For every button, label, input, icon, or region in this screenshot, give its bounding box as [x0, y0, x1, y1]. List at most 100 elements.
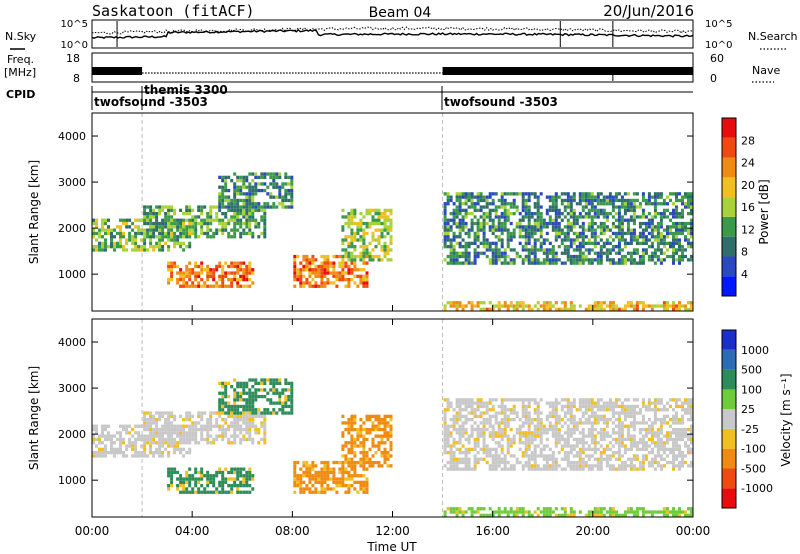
velocity-cell [446, 424, 450, 428]
velocity-cell [446, 507, 450, 511]
velocity-cell [443, 421, 447, 425]
velocity-cell [212, 424, 216, 428]
power-cell [254, 218, 258, 222]
power-cell [218, 208, 222, 212]
velocity-cell [503, 467, 507, 471]
power-cell [290, 205, 294, 209]
power-cell [443, 304, 447, 308]
velocity-cell [227, 411, 231, 415]
velocity-cell [377, 427, 381, 432]
power-cell [362, 235, 366, 239]
velocity-cell [524, 441, 528, 445]
velocity-cell [107, 424, 110, 428]
power-cell [455, 221, 459, 226]
velocity-cell [641, 447, 645, 451]
power-cell [170, 268, 174, 272]
power-cell [350, 215, 354, 219]
power-cell [194, 228, 198, 232]
velocity-cell [521, 467, 525, 471]
velocity-cell [599, 513, 603, 517]
velocity-cell [494, 434, 498, 438]
velocity-cell [620, 441, 624, 445]
velocity-cell [581, 431, 585, 435]
power-cell [581, 254, 585, 259]
velocity-cell [341, 421, 345, 425]
power-cell [656, 225, 660, 229]
power-cell [299, 284, 303, 288]
velocity-cell [443, 444, 447, 448]
velocity-cell [635, 507, 639, 511]
power-cell [194, 225, 198, 229]
power-cell [272, 202, 276, 206]
velocity-cell [533, 444, 537, 448]
velocity-cell [353, 470, 357, 475]
velocity-cell [155, 451, 159, 455]
power-cell [284, 205, 288, 209]
velocity-cell [569, 451, 573, 455]
velocity-cell [605, 431, 609, 435]
power-cell [458, 301, 462, 305]
velocity-cell [230, 411, 234, 415]
velocity-cell [365, 427, 369, 432]
velocity-cell [185, 477, 189, 481]
power-cell [113, 248, 116, 252]
velocity-cell [669, 418, 672, 422]
velocity-cell [383, 424, 387, 428]
power-cell [131, 241, 135, 245]
velocity-cell [497, 457, 501, 461]
power-cell [248, 278, 252, 282]
velocity-cell [374, 414, 378, 418]
power-cell [632, 258, 636, 262]
velocity-cell [350, 460, 354, 465]
velocity-cell [311, 460, 315, 465]
velocity-cell [182, 480, 186, 484]
power-cell [602, 225, 606, 229]
velocity-cell [542, 467, 546, 471]
power-cell [488, 307, 492, 311]
velocity-cell [230, 408, 234, 412]
y-tick-label: 3000 [58, 382, 86, 395]
power-cell [191, 228, 195, 232]
velocity-cell [464, 421, 468, 425]
velocity-cell [590, 421, 594, 425]
power-cell [626, 228, 630, 232]
velocity-cell [629, 460, 633, 465]
velocity-cell [467, 398, 471, 402]
velocity-cell [239, 411, 243, 415]
power-cell [158, 228, 162, 232]
power-cell [681, 248, 684, 252]
velocity-cell [215, 474, 219, 478]
velocity-cell [242, 398, 246, 402]
velocity-cell [563, 513, 567, 517]
power-cell [170, 205, 174, 209]
velocity-cell [500, 447, 504, 451]
velocity-cell [116, 437, 119, 442]
velocity-cell [212, 437, 216, 442]
power-cell [479, 195, 483, 199]
power-cell [137, 245, 141, 249]
power-cell [368, 241, 372, 245]
power-cell [143, 245, 147, 249]
velocity-cell [470, 424, 474, 428]
velocity-cell [152, 431, 156, 435]
power-cell [650, 218, 654, 222]
power-cell [602, 195, 606, 199]
velocity-cell [449, 418, 453, 422]
velocity-cell [248, 490, 252, 494]
power-cell [518, 254, 522, 259]
power-colorbar-swatch [722, 197, 736, 217]
velocity-cell [365, 418, 369, 422]
power-cell [284, 188, 288, 193]
power-cell [188, 274, 192, 278]
power-cell [221, 202, 225, 206]
power-cell [596, 251, 600, 255]
power-cell [368, 225, 372, 229]
velocity-cell [485, 427, 489, 432]
power-cell [128, 218, 132, 222]
velocity-cell [350, 467, 354, 471]
velocity-cell [632, 411, 636, 415]
power-cell [455, 251, 459, 255]
velocity-cell [542, 513, 546, 517]
velocity-cell [221, 408, 225, 412]
power-cell [566, 228, 570, 232]
